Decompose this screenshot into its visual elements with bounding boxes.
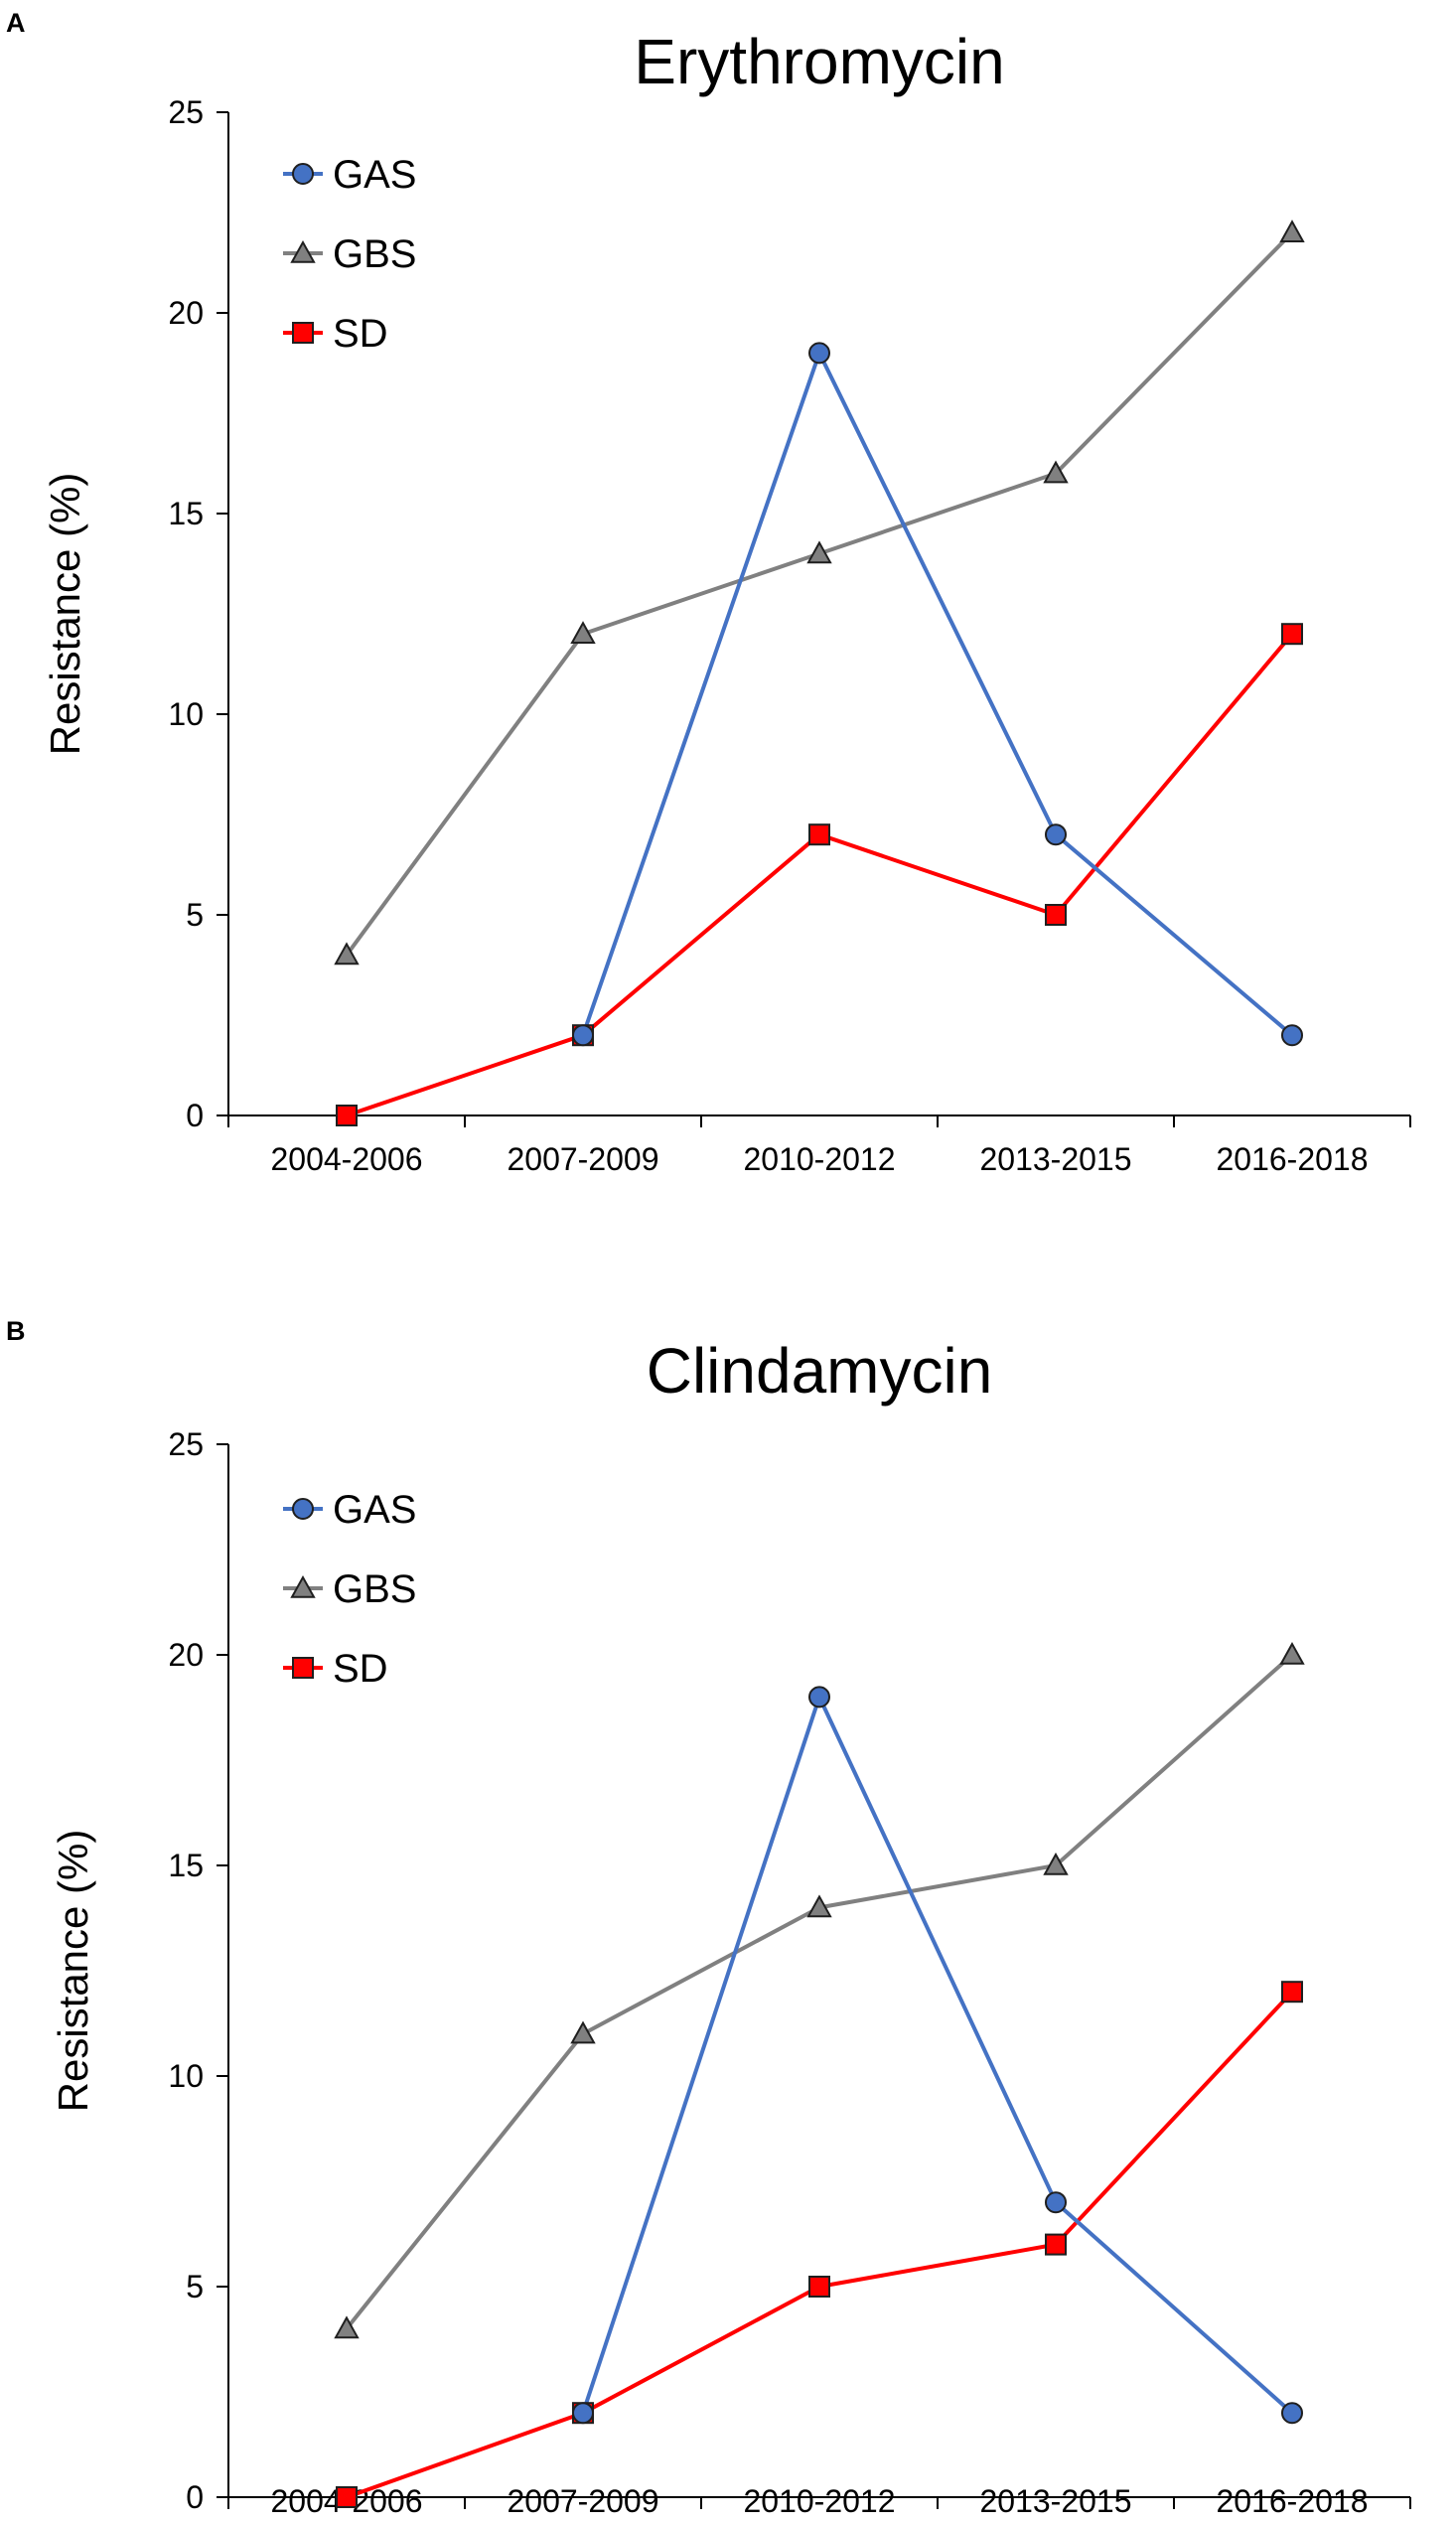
y-tick-label: 5 [186, 2269, 204, 2304]
data-point-sd [808, 823, 830, 846]
x-tick-label: 2013-2015 [979, 1141, 1131, 1177]
y-tick-label: 20 [168, 1637, 204, 1673]
y-tick-label: 20 [168, 295, 204, 331]
data-point-gas [572, 2402, 594, 2425]
x-tick-label: 2007-2009 [507, 1141, 658, 1177]
series-line-sd [346, 1990, 1294, 2499]
series-line-gbs [345, 230, 1294, 957]
data-point-gbs [1043, 460, 1069, 484]
y-tick-label: 0 [186, 2479, 204, 2515]
legend-marker-gbs [290, 239, 316, 263]
data-point-gas [808, 1686, 830, 1708]
data-point-gbs [570, 2020, 596, 2044]
x-tick-label: 2016-2018 [1216, 2483, 1368, 2519]
legend-marker-gas [292, 1498, 314, 1520]
y-tick-label: 0 [186, 1098, 204, 1133]
x-tick-label: 2016-2018 [1216, 1141, 1368, 1177]
y-tick-label: 25 [168, 94, 204, 130]
data-point-gbs [334, 942, 360, 965]
y-tick-label: 15 [168, 496, 204, 531]
panel-label: B [6, 1316, 26, 1346]
y-axis-label: Resistance (%) [42, 473, 88, 756]
series-line-gas [581, 351, 1294, 1037]
legend-label: GAS [333, 153, 416, 197]
clindamycin-chart: Clindamycin05101520252004-20062007-20092… [50, 1335, 1411, 2519]
series-line-gas [581, 1695, 1294, 2415]
legend-marker-sd [292, 1657, 314, 1679]
x-tick-label: 2007-2009 [507, 2483, 658, 2519]
x-tick-label: 2004-2006 [270, 1141, 422, 1177]
y-axis-label: Resistance (%) [50, 1830, 96, 2113]
data-point-gas [1281, 2402, 1303, 2425]
legend-label: GBS [333, 1567, 416, 1611]
series-line-sd [346, 632, 1294, 1117]
data-point-gbs [806, 540, 832, 564]
y-tick-label: 25 [168, 1426, 204, 1462]
data-point-gbs [334, 2315, 360, 2339]
legend-label: SD [333, 1647, 388, 1691]
data-point-sd [1281, 623, 1303, 646]
y-tick-label: 15 [168, 1848, 204, 1883]
legend-marker-sd [292, 322, 314, 344]
data-point-sd [336, 2486, 358, 2508]
x-tick-label: 2013-2015 [979, 2483, 1131, 2519]
x-tick-label: 2010-2012 [743, 2483, 895, 2519]
data-point-gas [1045, 2191, 1067, 2214]
data-point-gbs [570, 621, 596, 644]
erythromycin-chart: Erythromycin 0 5 10 15 20 25 2004-2006 2007-2009… [42, 26, 1411, 1177]
data-point-gbs [1279, 220, 1305, 242]
data-point-sd [1045, 2233, 1067, 2256]
data-point-sd [1281, 1981, 1303, 2004]
data-point-gas [808, 342, 830, 365]
data-point-sd [808, 2276, 830, 2298]
chart-panel-b: B Clindamycin05101520252004-20062007-200… [0, 1262, 1456, 2525]
data-point-gas [572, 1024, 594, 1047]
legend-marker-gas [292, 163, 314, 185]
panel-label: A [6, 8, 26, 38]
legend-marker-gbs [290, 1574, 316, 1598]
chart-title: Clindamycin [647, 1335, 993, 1407]
y-tick-label: 10 [168, 2058, 204, 2094]
data-point-sd [1045, 904, 1067, 926]
data-point-gas [1281, 1024, 1303, 1047]
legend-label: SD [333, 312, 388, 356]
y-tick-label: 10 [168, 696, 204, 732]
data-point-sd [336, 1105, 358, 1126]
data-point-gas [1045, 823, 1067, 846]
legend-label: GAS [333, 1488, 416, 1532]
y-tick-label: 5 [186, 897, 204, 933]
chart-title: Erythromycin [634, 26, 1004, 97]
data-point-gbs [1279, 1641, 1305, 1665]
chart-panel-a: A Erythromycin 0 5 10 15 20 25 2004-2006 2007-20… [0, 0, 1456, 1262]
series-line-gbs [345, 1653, 1294, 2330]
data-point-gbs [1043, 1852, 1069, 1875]
legend-label: GBS [333, 232, 416, 276]
x-tick-label: 2010-2012 [743, 1141, 895, 1177]
data-point-gbs [806, 1894, 832, 1918]
